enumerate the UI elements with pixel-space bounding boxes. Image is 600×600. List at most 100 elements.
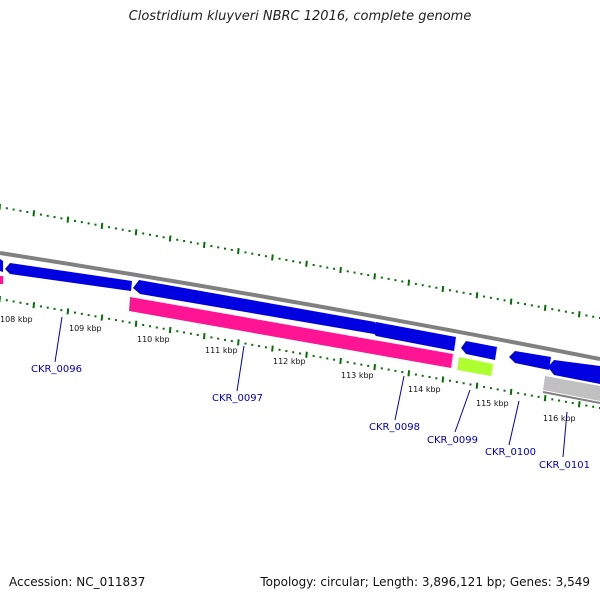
kbp-ruler-minor-tick [149,325,151,328]
outer-ring-major-tick [407,279,411,286]
gene-grey-bar [543,376,600,401]
gene-label-CKR_0098: CKR_0098 [369,422,420,433]
kbp-ruler-major-tick [509,388,513,395]
outer-ring-minor-tick [517,301,520,304]
outer-ring-minor-tick [360,272,363,275]
kbp-ruler-minor-tick [455,380,458,383]
kbp-ruler-minor-tick [585,404,588,407]
outer-ring-minor-tick [114,227,117,230]
outer-ring-minor-tick [299,261,301,264]
outer-ring-minor-tick [455,290,458,293]
accession-label: Accession: NC_011837 [9,575,146,589]
outer-ring-minor-tick [449,289,451,292]
kbp-ruler-minor-tick [435,377,438,380]
kbp-ruler-minor-tick [558,399,561,402]
track-line-right [542,391,600,404]
outer-tick-ring [0,204,600,319]
gene-CKR_0099 [457,357,493,376]
kbp-ruler-minor-tick [108,317,111,320]
outer-ring-minor-tick [162,236,165,239]
kbp-ruler-minor-tick [278,348,281,351]
kbp-ruler-minor-tick [128,321,131,324]
outer-ring-major-tick [66,216,70,223]
gene-CKR_0097 [129,297,453,368]
outer-ring-minor-tick [353,271,356,274]
outer-ring-major-tick [577,311,581,318]
gene-labels: CKR_0096 CKR_0097 CKR_0098 CKR_0099 CKR_… [31,364,590,471]
kbp-ruler-major-tick [305,351,308,358]
kbp-ruler-major-tick [237,339,240,346]
kbp-ruler-minor-tick [155,326,158,329]
outer-ring-minor-tick [230,248,233,251]
outer-ring-major-tick [373,273,376,280]
outer-ring-major-tick [475,292,479,299]
kbp-ruler-minor-tick [380,367,383,370]
kbp-label-108: 108 kbp [0,315,33,324]
kbp-ruler-major-tick [134,320,138,327]
outer-ring-minor-tick [496,298,499,301]
kbp-ruler-minor-tick [210,336,213,339]
kbp-ruler-minor-tick [39,305,42,308]
gene-label-CKR_0099: CKR_0099 [427,435,478,446]
kbp-ruler-minor-tick [53,307,56,310]
outer-ring-major-tick [134,229,138,236]
kbp-ruler-minor-tick [26,302,29,305]
kbp-ruler-minor-tick [94,315,97,318]
outer-ring-minor-tick [319,265,322,268]
kbp-ruler-minor-tick [333,358,336,361]
kbp-ruler-major-tick [543,394,547,402]
kbp-ruler-minor-tick [19,301,22,304]
kbp-ruler-major-tick [32,302,36,309]
kbp-ruler-minor-tick [60,309,63,312]
outer-ring-minor-tick [128,229,131,232]
outer-ring-minor-tick [94,223,97,226]
feature-track [0,259,600,404]
outer-ring-minor-tick [592,315,595,318]
kbp-ruler-minor-tick [387,368,390,371]
outer-ring-minor-tick [196,242,199,245]
kbp-label-116: 116 kbp [543,414,576,423]
gene-CKR_0098-blue [370,322,456,351]
leader-CKR_0099 [454,389,471,433]
gene-label-CKR_0097: CKR_0097 [212,393,263,404]
outer-ring-minor-tick [483,295,486,298]
leader-CKR_0096 [54,316,63,363]
leader-CKR_0100 [508,400,520,446]
kbp-ruler-minor-tick [483,385,486,388]
outer-ring-minor-tick [428,285,431,288]
gene-CKR_0100 [509,351,551,370]
kbp-ruler-minor-tick [5,299,8,302]
outer-ring-major-tick [202,241,206,248]
outer-ring-minor-tick [251,252,254,255]
gene-CKR_0099-blue [461,341,497,360]
outer-ring-minor-tick [46,214,49,217]
outer-ring-minor-tick [564,310,567,313]
outer-ring-minor-tick [394,279,397,282]
outer-ring-minor-tick [571,311,574,314]
kbp-ruler-minor-tick [196,333,199,336]
kbp-ruler-minor-tick [244,342,247,345]
kbp-ruler-minor-tick [258,345,261,348]
kbp-ruler-minor-tick [217,337,220,340]
kbp-ruler-minor-tick [517,392,520,395]
outer-ring-minor-tick [503,299,506,302]
kbp-ruler-minor-tick [537,395,540,398]
outer-ring-minor-tick [149,233,151,236]
kbp-ruler-minor-tick [142,324,145,327]
kbp-ruler-minor-tick [285,350,288,353]
kbp-ruler-minor-tick [114,319,117,322]
kbp-ruler-major-tick [339,357,342,365]
kbp-ruler-minor-tick [564,400,567,403]
gene-arrow-left-edge [0,259,3,272]
kbp-ruler-minor-tick [162,327,165,330]
outer-ring-major-tick [237,248,240,255]
kbp-ruler-minor-tick [428,376,431,379]
outer-ring-major-tick [441,285,445,293]
outer-ring-minor-tick [5,207,8,210]
outer-ring-minor-tick [12,208,15,211]
outer-ring-minor-tick [19,209,22,212]
kbp-ruler-minor-tick [496,388,499,391]
outer-ring-minor-tick [558,309,561,312]
kbp-label-110: 110 kbp [137,335,170,344]
